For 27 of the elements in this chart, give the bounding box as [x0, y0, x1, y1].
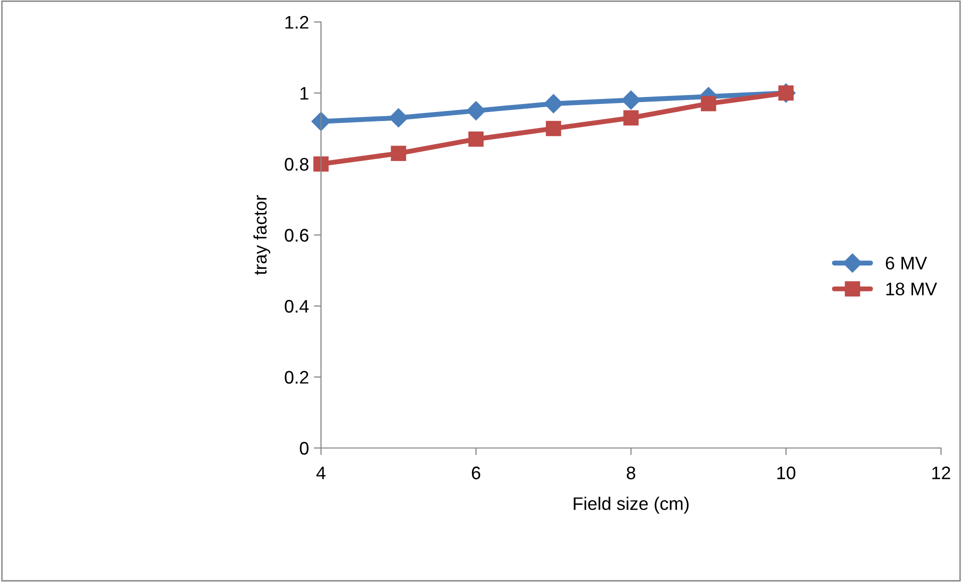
x-tick-label: 6 [472, 466, 480, 480]
point [544, 94, 564, 114]
point [390, 146, 406, 161]
point [466, 101, 486, 120]
y-tick-label: 0.8 [284, 158, 308, 171]
point [546, 120, 562, 136]
y-tick-label: 1 [300, 87, 308, 100]
y-tick-label: 1.2 [285, 16, 308, 29]
point [623, 110, 639, 126]
x-tick-label: 12 [932, 466, 950, 480]
y-tick-label: 0.4 [284, 300, 309, 313]
y-tick-label: 0.6 [284, 228, 308, 242]
legend-label: 6 MV [886, 256, 928, 270]
point [313, 156, 329, 172]
legend-label: 18 MV [886, 282, 938, 296]
point [311, 112, 331, 131]
x-tick-label: 10 [777, 466, 796, 480]
y-tick-label: 0.2 [284, 370, 308, 384]
x-axis-title: Field size (cm) [574, 496, 689, 514]
x-tick-label: 8 [626, 466, 636, 480]
y-tick-label: 0 [300, 442, 308, 455]
point [621, 90, 641, 110]
point [700, 96, 716, 112]
x-tick-label: 4 [316, 466, 326, 480]
y-axis-title: tray factor [253, 195, 270, 275]
point [388, 108, 408, 128]
point [468, 132, 484, 147]
